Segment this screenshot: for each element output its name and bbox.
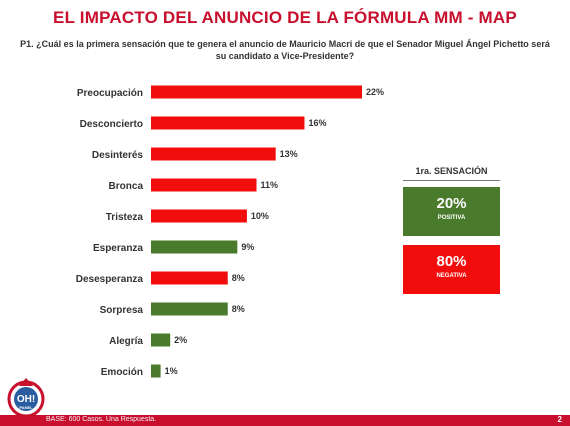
bar bbox=[151, 271, 228, 285]
bar-chart: Preocupación 22% Desconcierto 16% Desinterés… bbox=[76, 85, 384, 378]
bar bbox=[151, 333, 171, 347]
negative-summary-box: 80% NEGATIVA bbox=[403, 245, 500, 294]
bar bbox=[151, 85, 362, 99]
negative-pct: 80% bbox=[436, 253, 467, 270]
bar bbox=[151, 209, 247, 223]
value-label: 11% bbox=[261, 180, 279, 190]
category-label: Emoción bbox=[101, 367, 143, 378]
logo-subtext: PANEL bbox=[19, 405, 33, 410]
bar bbox=[151, 147, 276, 161]
oh-panel-logo: OH! PANEL bbox=[7, 378, 45, 418]
category-label: Esperanza bbox=[93, 243, 143, 254]
value-label: 9% bbox=[241, 242, 254, 252]
positive-label: POSITIVA bbox=[437, 215, 466, 221]
footer-text: BASE: 600 Casos. Una Respuesta. bbox=[46, 416, 157, 423]
value-label: 8% bbox=[232, 304, 245, 314]
bar bbox=[151, 240, 238, 254]
bar bbox=[151, 116, 305, 130]
value-label: 22% bbox=[366, 87, 384, 97]
category-label: Sorpresa bbox=[100, 305, 144, 316]
value-label: 10% bbox=[251, 211, 269, 221]
bar bbox=[151, 302, 228, 316]
page-title: EL IMPACTO DEL ANUNCIO DE LA FÓRMULA MM … bbox=[53, 8, 517, 27]
value-label: 16% bbox=[308, 118, 326, 128]
negative-label: NEGATIVA bbox=[436, 273, 467, 279]
question-text: P1. ¿Cuál es la primera sensación que te… bbox=[20, 39, 550, 61]
value-label: 1% bbox=[165, 366, 178, 376]
summary-divider bbox=[403, 180, 500, 181]
positive-summary-box: 20% POSITIVA bbox=[403, 187, 500, 236]
footer-bar: BASE: 600 Casos. Una Respuesta. 2 bbox=[0, 415, 570, 426]
positive-pct: 20% bbox=[436, 195, 467, 212]
logo-text: OH! bbox=[17, 394, 35, 405]
category-label: Desinterés bbox=[92, 150, 144, 161]
bar bbox=[151, 364, 161, 378]
page-number: 2 bbox=[557, 415, 562, 424]
category-label: Alegría bbox=[109, 336, 143, 347]
value-label: 13% bbox=[280, 149, 298, 159]
category-label: Desconcierto bbox=[80, 119, 143, 130]
category-label: Preocupación bbox=[77, 88, 143, 99]
summary-title: 1ra. SENSACIÓN bbox=[415, 166, 488, 176]
bar bbox=[151, 178, 257, 192]
value-label: 2% bbox=[174, 335, 187, 345]
category-label: Tristeza bbox=[106, 212, 144, 223]
value-label: 8% bbox=[232, 273, 245, 283]
category-label: Desesperanza bbox=[76, 274, 144, 285]
category-label: Bronca bbox=[109, 181, 144, 192]
